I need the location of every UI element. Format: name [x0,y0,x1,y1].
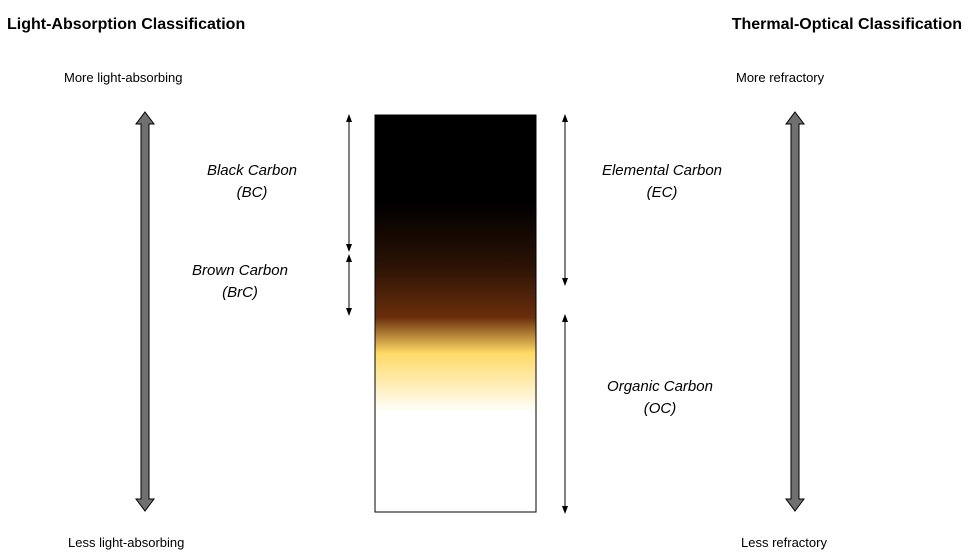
black-carbon-name: Black Carbon [206,162,298,179]
brown-carbon-abbrev: (BrC) [222,284,258,301]
more-refractory-label: More refractory [736,70,825,85]
black-carbon-range-arrow [346,114,352,252]
black-carbon-label: Black Carbon (BC) [192,160,312,204]
organic-carbon-abbrev: (OC) [643,400,677,417]
elemental-carbon-abbrev: (EC) [646,184,678,201]
more-light-absorbing-label: More light-absorbing [64,70,183,85]
less-light-absorbing-label: Less light-absorbing [68,535,185,550]
right-panel-title: Thermal-Optical Classification [731,16,962,33]
carbon-gradient-bar [374,114,537,513]
light-absorption-axis-arrow [135,111,155,512]
elemental-carbon-range-arrow [562,114,568,286]
elemental-carbon-label: Elemental Carbon (EC) [582,160,742,204]
brown-carbon-range-arrow [346,254,352,316]
refractory-axis-arrow [785,111,805,512]
brown-carbon-label: Brown Carbon (BrC) [180,260,300,304]
elemental-carbon-name: Elemental Carbon [601,162,723,179]
organic-carbon-name: Organic Carbon [607,378,713,395]
organic-carbon-label: Organic Carbon (OC) [580,376,740,420]
brown-carbon-name: Brown Carbon [192,262,288,279]
black-carbon-abbrev: (BC) [236,184,268,201]
left-panel-title: Light-Absorption Classification [7,16,246,33]
organic-carbon-range-arrow [562,314,568,514]
less-refractory-label: Less refractory [741,535,827,550]
